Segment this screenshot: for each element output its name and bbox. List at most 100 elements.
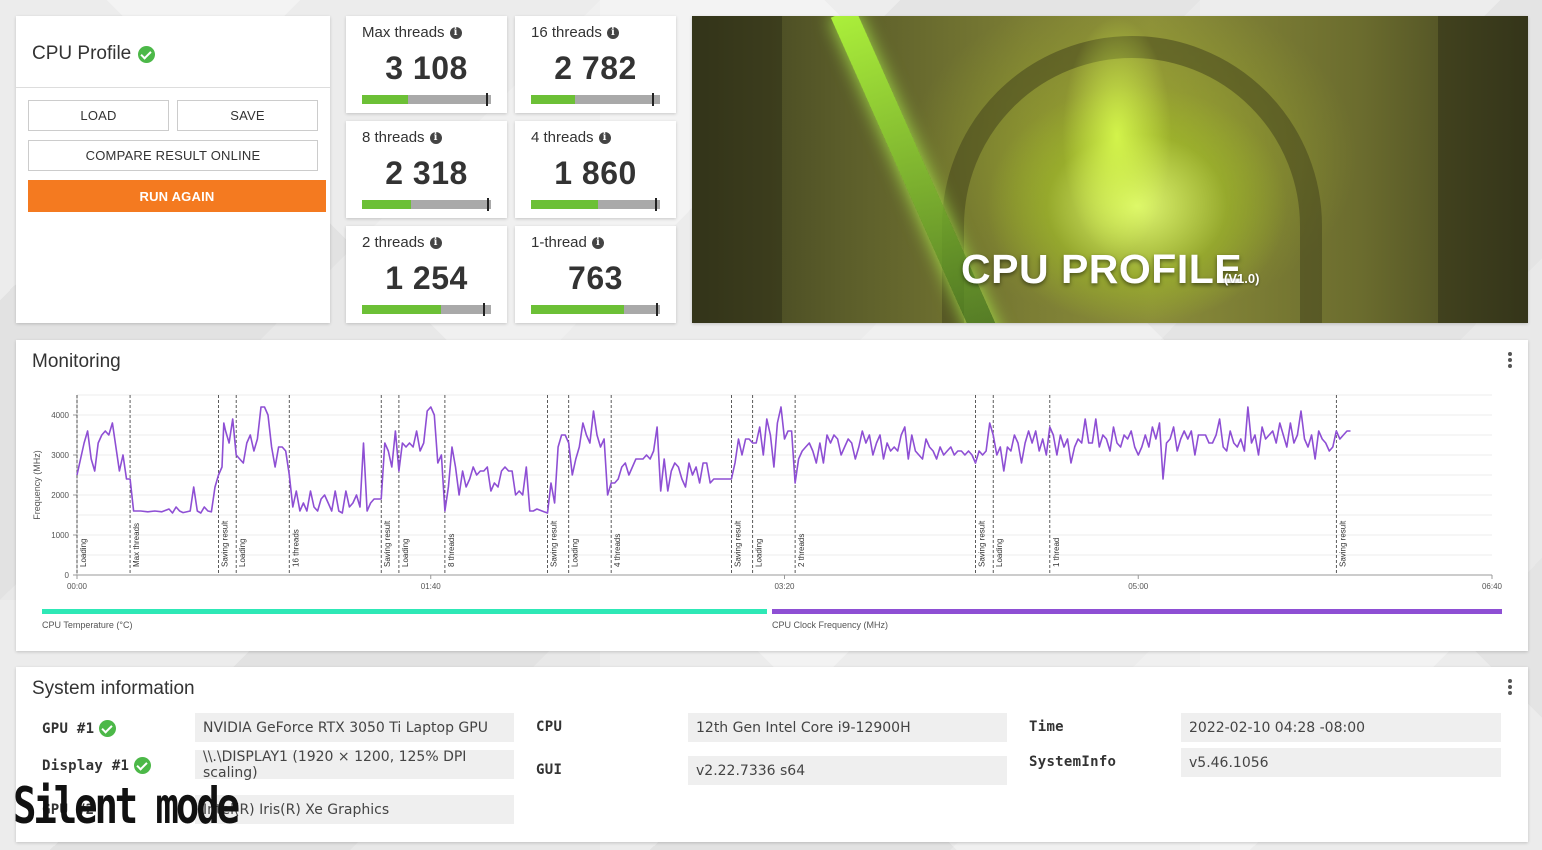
hero-version: (V1.0) bbox=[1224, 271, 1260, 286]
tile-label: 4 threads i bbox=[531, 129, 611, 146]
tile-score: 763 bbox=[568, 260, 623, 296]
profile-panel: CPU Profile LOAD SAVE COMPARE RESULT ONL… bbox=[16, 16, 330, 323]
divider bbox=[16, 87, 330, 88]
gpu1-value: NVIDIA GeForce RTX 3050 Ti Laptop GPU bbox=[195, 713, 514, 742]
score-bar bbox=[531, 303, 660, 316]
info-icon[interactable]: i bbox=[429, 236, 442, 249]
check-icon bbox=[134, 757, 152, 774]
tile-label-text: 4 threads bbox=[531, 129, 594, 146]
phase-marker-label: 8 threads bbox=[447, 534, 456, 567]
tile-label-text: 2 threads bbox=[362, 234, 425, 251]
tile-label-text: 16 threads bbox=[531, 24, 602, 41]
phase-marker-label: Saving result bbox=[978, 520, 987, 567]
gpu1-label-text: GPU #1 bbox=[42, 720, 95, 737]
score-tile-8-threads: 8 threads i 2 318 bbox=[346, 121, 507, 218]
time-value: 2022-02-10 04:28 -08:00 bbox=[1181, 713, 1501, 742]
display1-value: \\.\DISPLAY1 (1920 × 1200, 125% DPI scal… bbox=[195, 749, 514, 781]
score-bar-fill bbox=[531, 305, 624, 314]
info-icon[interactable]: i bbox=[606, 26, 619, 39]
gui-value: v2.22.7336 s64 bbox=[688, 756, 1007, 785]
score-bar-fill bbox=[531, 95, 575, 104]
phase-marker-label: Loading bbox=[79, 539, 88, 567]
hero-light-burst bbox=[1062, 16, 1172, 256]
gpu1-label: GPU #1 bbox=[42, 720, 117, 737]
x-tick-label: 01:40 bbox=[421, 582, 442, 591]
phase-marker-label: Loading bbox=[571, 539, 580, 567]
hero-pillar-right bbox=[1438, 16, 1528, 323]
display1-label-text: Display #1 bbox=[42, 757, 130, 774]
tile-label: 8 threads i bbox=[362, 129, 442, 146]
silent-mode-caption: Silent mode bbox=[13, 777, 240, 835]
score-bar-fill bbox=[531, 200, 599, 209]
tile-label: 2 threads i bbox=[362, 234, 442, 251]
legend-bar-temperature[interactable] bbox=[42, 609, 767, 614]
score-tile-16-threads: 16 threads i 2 782 bbox=[515, 16, 676, 113]
display1-label: Display #1 bbox=[42, 757, 152, 774]
phase-marker-label: 2 threads bbox=[797, 534, 806, 567]
score-bar-fill bbox=[362, 305, 441, 314]
info-icon[interactable]: i bbox=[449, 26, 462, 39]
y-tick-label: 2000 bbox=[51, 491, 69, 500]
score-tile-2-threads: 2 threads i 1 254 bbox=[346, 226, 507, 323]
score-bar-fill bbox=[362, 95, 409, 104]
systeminfo-value: v5.46.1056 bbox=[1181, 748, 1501, 777]
profile-title: CPU Profile bbox=[32, 43, 156, 65]
compare-result-online-button[interactable]: COMPARE RESULT ONLINE bbox=[28, 140, 318, 171]
score-bar bbox=[531, 198, 660, 211]
x-tick-label: 05:00 bbox=[1128, 582, 1149, 591]
phase-marker-label: Loading bbox=[401, 539, 410, 567]
info-icon[interactable]: i bbox=[591, 236, 604, 249]
score-bar-marker bbox=[487, 198, 490, 211]
score-bar-marker bbox=[483, 303, 486, 316]
cpu-value: 12th Gen Intel Core i9-12900H bbox=[688, 713, 1007, 742]
phase-marker-label: Saving result bbox=[549, 520, 558, 567]
hero-title: CPU PROFILE bbox=[961, 246, 1243, 292]
x-tick-label: 03:20 bbox=[774, 582, 795, 591]
y-axis-label: Frequency (MHz) bbox=[32, 450, 42, 520]
phase-marker-label: 1 thread bbox=[1052, 538, 1061, 567]
tile-score: 3 108 bbox=[385, 50, 468, 86]
load-button[interactable]: LOAD bbox=[28, 100, 169, 131]
legend-label-clock: CPU Clock Frequency (MHz) bbox=[772, 620, 889, 630]
score-bar-fill bbox=[362, 200, 412, 209]
y-tick-label: 0 bbox=[65, 571, 70, 580]
tile-label: 16 threads i bbox=[531, 24, 619, 41]
phase-marker-label: Saving result bbox=[221, 520, 230, 567]
x-tick-label: 00:00 bbox=[67, 582, 88, 591]
phase-marker-label: Loading bbox=[755, 539, 764, 567]
tile-label: Max threads i bbox=[362, 24, 462, 41]
systeminfo-label: SystemInfo bbox=[1029, 754, 1117, 770]
phase-marker-label: 16 threads bbox=[291, 529, 300, 567]
phase-marker-label: Loading bbox=[238, 539, 247, 567]
score-bar-marker bbox=[654, 198, 657, 211]
score-bar-marker bbox=[652, 93, 655, 106]
info-icon[interactable]: i bbox=[429, 131, 442, 144]
score-bar bbox=[531, 93, 660, 106]
info-icon[interactable]: i bbox=[598, 131, 611, 144]
score-bar bbox=[362, 198, 491, 211]
tile-label-text: 1-thread bbox=[531, 234, 587, 251]
y-tick-label: 3000 bbox=[51, 451, 69, 460]
score-tile-max-threads: Max threads i 3 108 bbox=[346, 16, 507, 113]
frequency-chart: 0 1000 2000 3000 4000 Frequency (MHz) 00:00 01:… bbox=[32, 394, 1503, 591]
gpu2-label-text: GPU #2 bbox=[42, 802, 95, 818]
score-bar bbox=[362, 93, 491, 106]
x-tick-label: 06:40 bbox=[1482, 582, 1503, 591]
phase-marker-label: Saving result bbox=[733, 520, 742, 567]
check-icon bbox=[138, 45, 156, 63]
score-bar-marker bbox=[656, 303, 659, 316]
sysinfo-title: System information bbox=[32, 678, 195, 699]
save-button[interactable]: SAVE bbox=[177, 100, 318, 131]
run-again-button[interactable]: RUN AGAIN bbox=[28, 180, 326, 212]
gui-label: GUI bbox=[536, 762, 563, 778]
check-icon bbox=[99, 720, 117, 737]
profile-title-text: CPU Profile bbox=[32, 43, 132, 64]
more-options-icon[interactable] bbox=[1508, 352, 1512, 368]
more-options-icon[interactable] bbox=[1508, 679, 1512, 695]
tile-label-text: 8 threads bbox=[362, 129, 425, 146]
tile-score: 1 254 bbox=[385, 260, 468, 296]
tile-score: 1 860 bbox=[554, 155, 637, 191]
gpu2-label: GPU #2 bbox=[42, 802, 94, 818]
monitoring-panel: Monitoring 0 1000 2000 3000 4000 Frequency (M… bbox=[16, 340, 1528, 651]
legend-bar-clock[interactable] bbox=[772, 609, 1502, 614]
